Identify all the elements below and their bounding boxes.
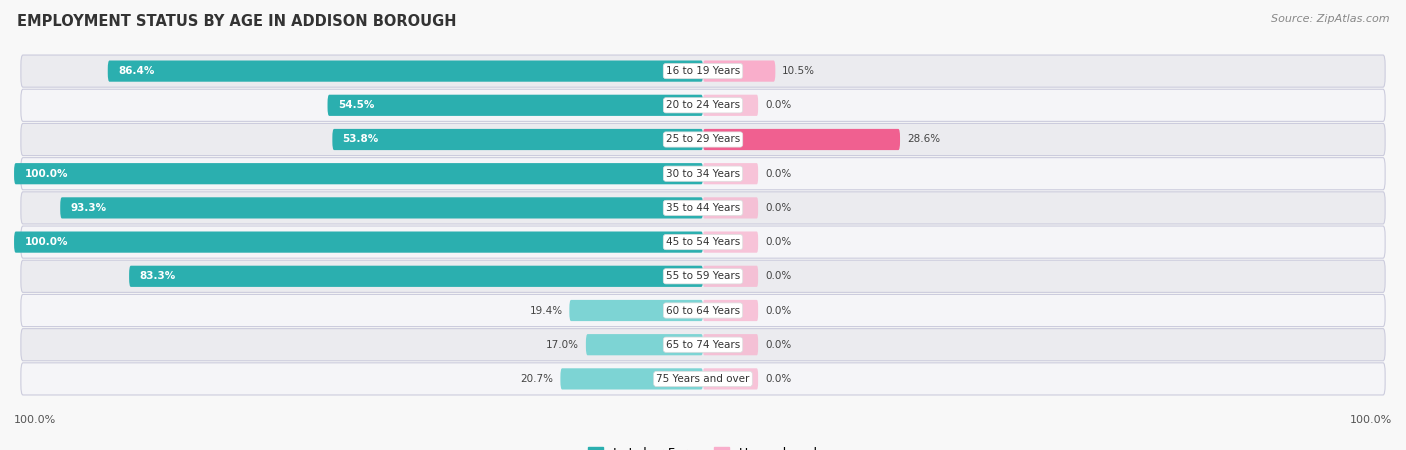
FancyBboxPatch shape — [703, 266, 758, 287]
Text: 28.6%: 28.6% — [907, 135, 941, 144]
Text: 65 to 74 Years: 65 to 74 Years — [666, 340, 740, 350]
FancyBboxPatch shape — [21, 158, 1385, 190]
Text: 86.4%: 86.4% — [118, 66, 155, 76]
FancyBboxPatch shape — [21, 55, 1385, 87]
Text: 10.5%: 10.5% — [782, 66, 815, 76]
FancyBboxPatch shape — [703, 129, 900, 150]
Legend: In Labor Force, Unemployed: In Labor Force, Unemployed — [583, 442, 823, 450]
FancyBboxPatch shape — [703, 300, 758, 321]
Text: 83.3%: 83.3% — [139, 271, 176, 281]
Text: 100.0%: 100.0% — [14, 415, 56, 425]
FancyBboxPatch shape — [60, 197, 703, 219]
Text: 0.0%: 0.0% — [765, 374, 792, 384]
Text: 20.7%: 20.7% — [520, 374, 554, 384]
Text: 100.0%: 100.0% — [24, 169, 67, 179]
Text: 19.4%: 19.4% — [529, 306, 562, 315]
Text: 60 to 64 Years: 60 to 64 Years — [666, 306, 740, 315]
Text: 17.0%: 17.0% — [546, 340, 579, 350]
FancyBboxPatch shape — [21, 328, 1385, 361]
FancyBboxPatch shape — [21, 226, 1385, 258]
FancyBboxPatch shape — [21, 89, 1385, 122]
Text: 0.0%: 0.0% — [765, 203, 792, 213]
Text: 16 to 19 Years: 16 to 19 Years — [666, 66, 740, 76]
Text: EMPLOYMENT STATUS BY AGE IN ADDISON BOROUGH: EMPLOYMENT STATUS BY AGE IN ADDISON BORO… — [17, 14, 457, 28]
FancyBboxPatch shape — [569, 300, 703, 321]
FancyBboxPatch shape — [21, 294, 1385, 327]
Text: 100.0%: 100.0% — [1350, 415, 1392, 425]
Text: Source: ZipAtlas.com: Source: ZipAtlas.com — [1271, 14, 1389, 23]
FancyBboxPatch shape — [14, 231, 703, 253]
FancyBboxPatch shape — [703, 231, 758, 253]
FancyBboxPatch shape — [21, 363, 1385, 395]
FancyBboxPatch shape — [561, 368, 703, 390]
Text: 35 to 44 Years: 35 to 44 Years — [666, 203, 740, 213]
FancyBboxPatch shape — [328, 94, 703, 116]
FancyBboxPatch shape — [586, 334, 703, 356]
Text: 20 to 24 Years: 20 to 24 Years — [666, 100, 740, 110]
FancyBboxPatch shape — [703, 368, 758, 390]
Text: 0.0%: 0.0% — [765, 306, 792, 315]
FancyBboxPatch shape — [703, 197, 758, 219]
Text: 93.3%: 93.3% — [70, 203, 107, 213]
Text: 75 Years and over: 75 Years and over — [657, 374, 749, 384]
Text: 0.0%: 0.0% — [765, 100, 792, 110]
FancyBboxPatch shape — [14, 163, 703, 184]
Text: 30 to 34 Years: 30 to 34 Years — [666, 169, 740, 179]
FancyBboxPatch shape — [703, 60, 775, 82]
FancyBboxPatch shape — [21, 123, 1385, 156]
Text: 45 to 54 Years: 45 to 54 Years — [666, 237, 740, 247]
Text: 55 to 59 Years: 55 to 59 Years — [666, 271, 740, 281]
FancyBboxPatch shape — [21, 192, 1385, 224]
FancyBboxPatch shape — [129, 266, 703, 287]
FancyBboxPatch shape — [703, 334, 758, 356]
Text: 0.0%: 0.0% — [765, 169, 792, 179]
Text: 0.0%: 0.0% — [765, 237, 792, 247]
Text: 0.0%: 0.0% — [765, 340, 792, 350]
FancyBboxPatch shape — [21, 260, 1385, 292]
Text: 54.5%: 54.5% — [337, 100, 374, 110]
Text: 100.0%: 100.0% — [24, 237, 67, 247]
FancyBboxPatch shape — [332, 129, 703, 150]
Text: 53.8%: 53.8% — [343, 135, 380, 144]
FancyBboxPatch shape — [703, 163, 758, 184]
Text: 0.0%: 0.0% — [765, 271, 792, 281]
FancyBboxPatch shape — [108, 60, 703, 82]
Text: 25 to 29 Years: 25 to 29 Years — [666, 135, 740, 144]
FancyBboxPatch shape — [703, 94, 758, 116]
